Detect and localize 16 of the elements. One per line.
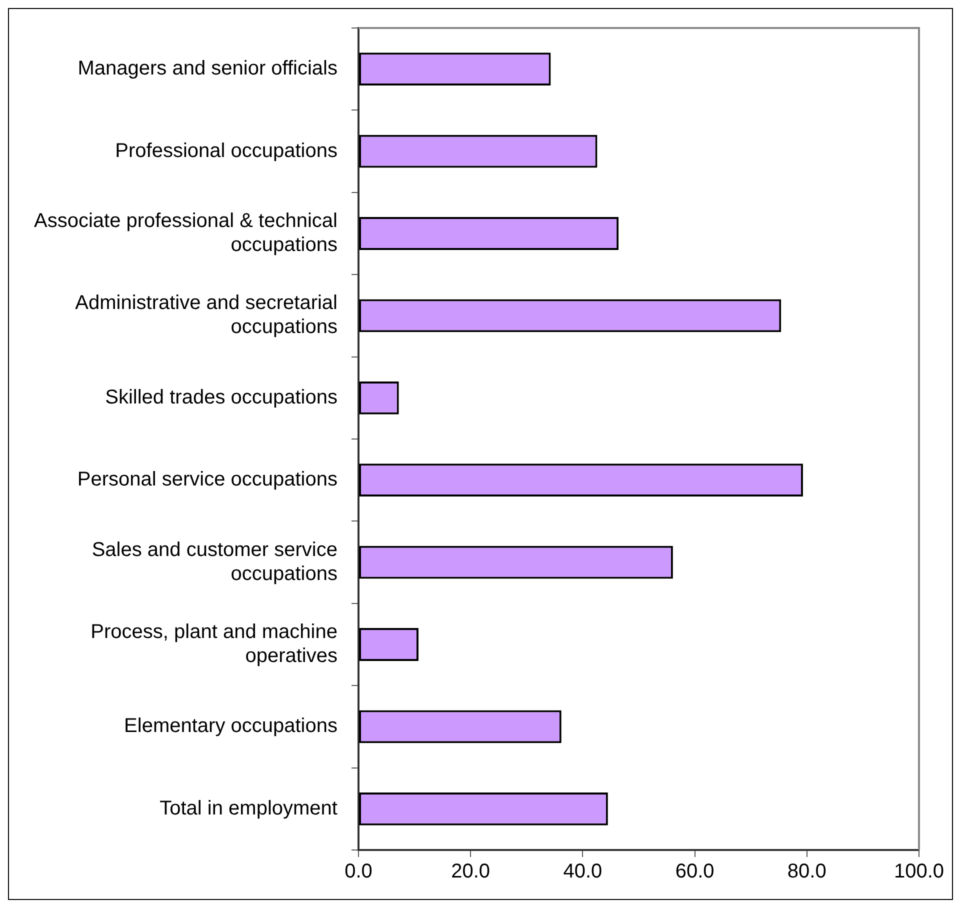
y-tick-label: Associate professional & technical occupations	[34, 210, 338, 256]
x-tick-label: 0.0	[344, 860, 372, 883]
y-tick-label: Skilled trades occupations	[105, 386, 338, 408]
y-tick-label: Managers and senior officials	[78, 58, 338, 80]
y-tick-label: Administrative and secretarial occupations	[75, 292, 338, 338]
x-tick-label: 20.0	[451, 860, 490, 883]
y-tick-label: Professional occupations	[115, 140, 338, 162]
y-tick-label: Personal service occupations	[77, 468, 338, 491]
y-tick-label: Elementary occupations	[124, 715, 338, 738]
y-tick-label: Process, plant and machine operatives	[90, 621, 338, 668]
x-tick-label: 40.0	[563, 860, 602, 883]
y-tick-label: Total in employment	[160, 797, 338, 820]
x-tick-label: 100.0	[894, 860, 944, 883]
x-tick-label: 80.0	[787, 860, 826, 883]
x-tick-label: 60.0	[675, 860, 714, 883]
y-tick-label: Sales and customer service occupations	[92, 538, 338, 585]
